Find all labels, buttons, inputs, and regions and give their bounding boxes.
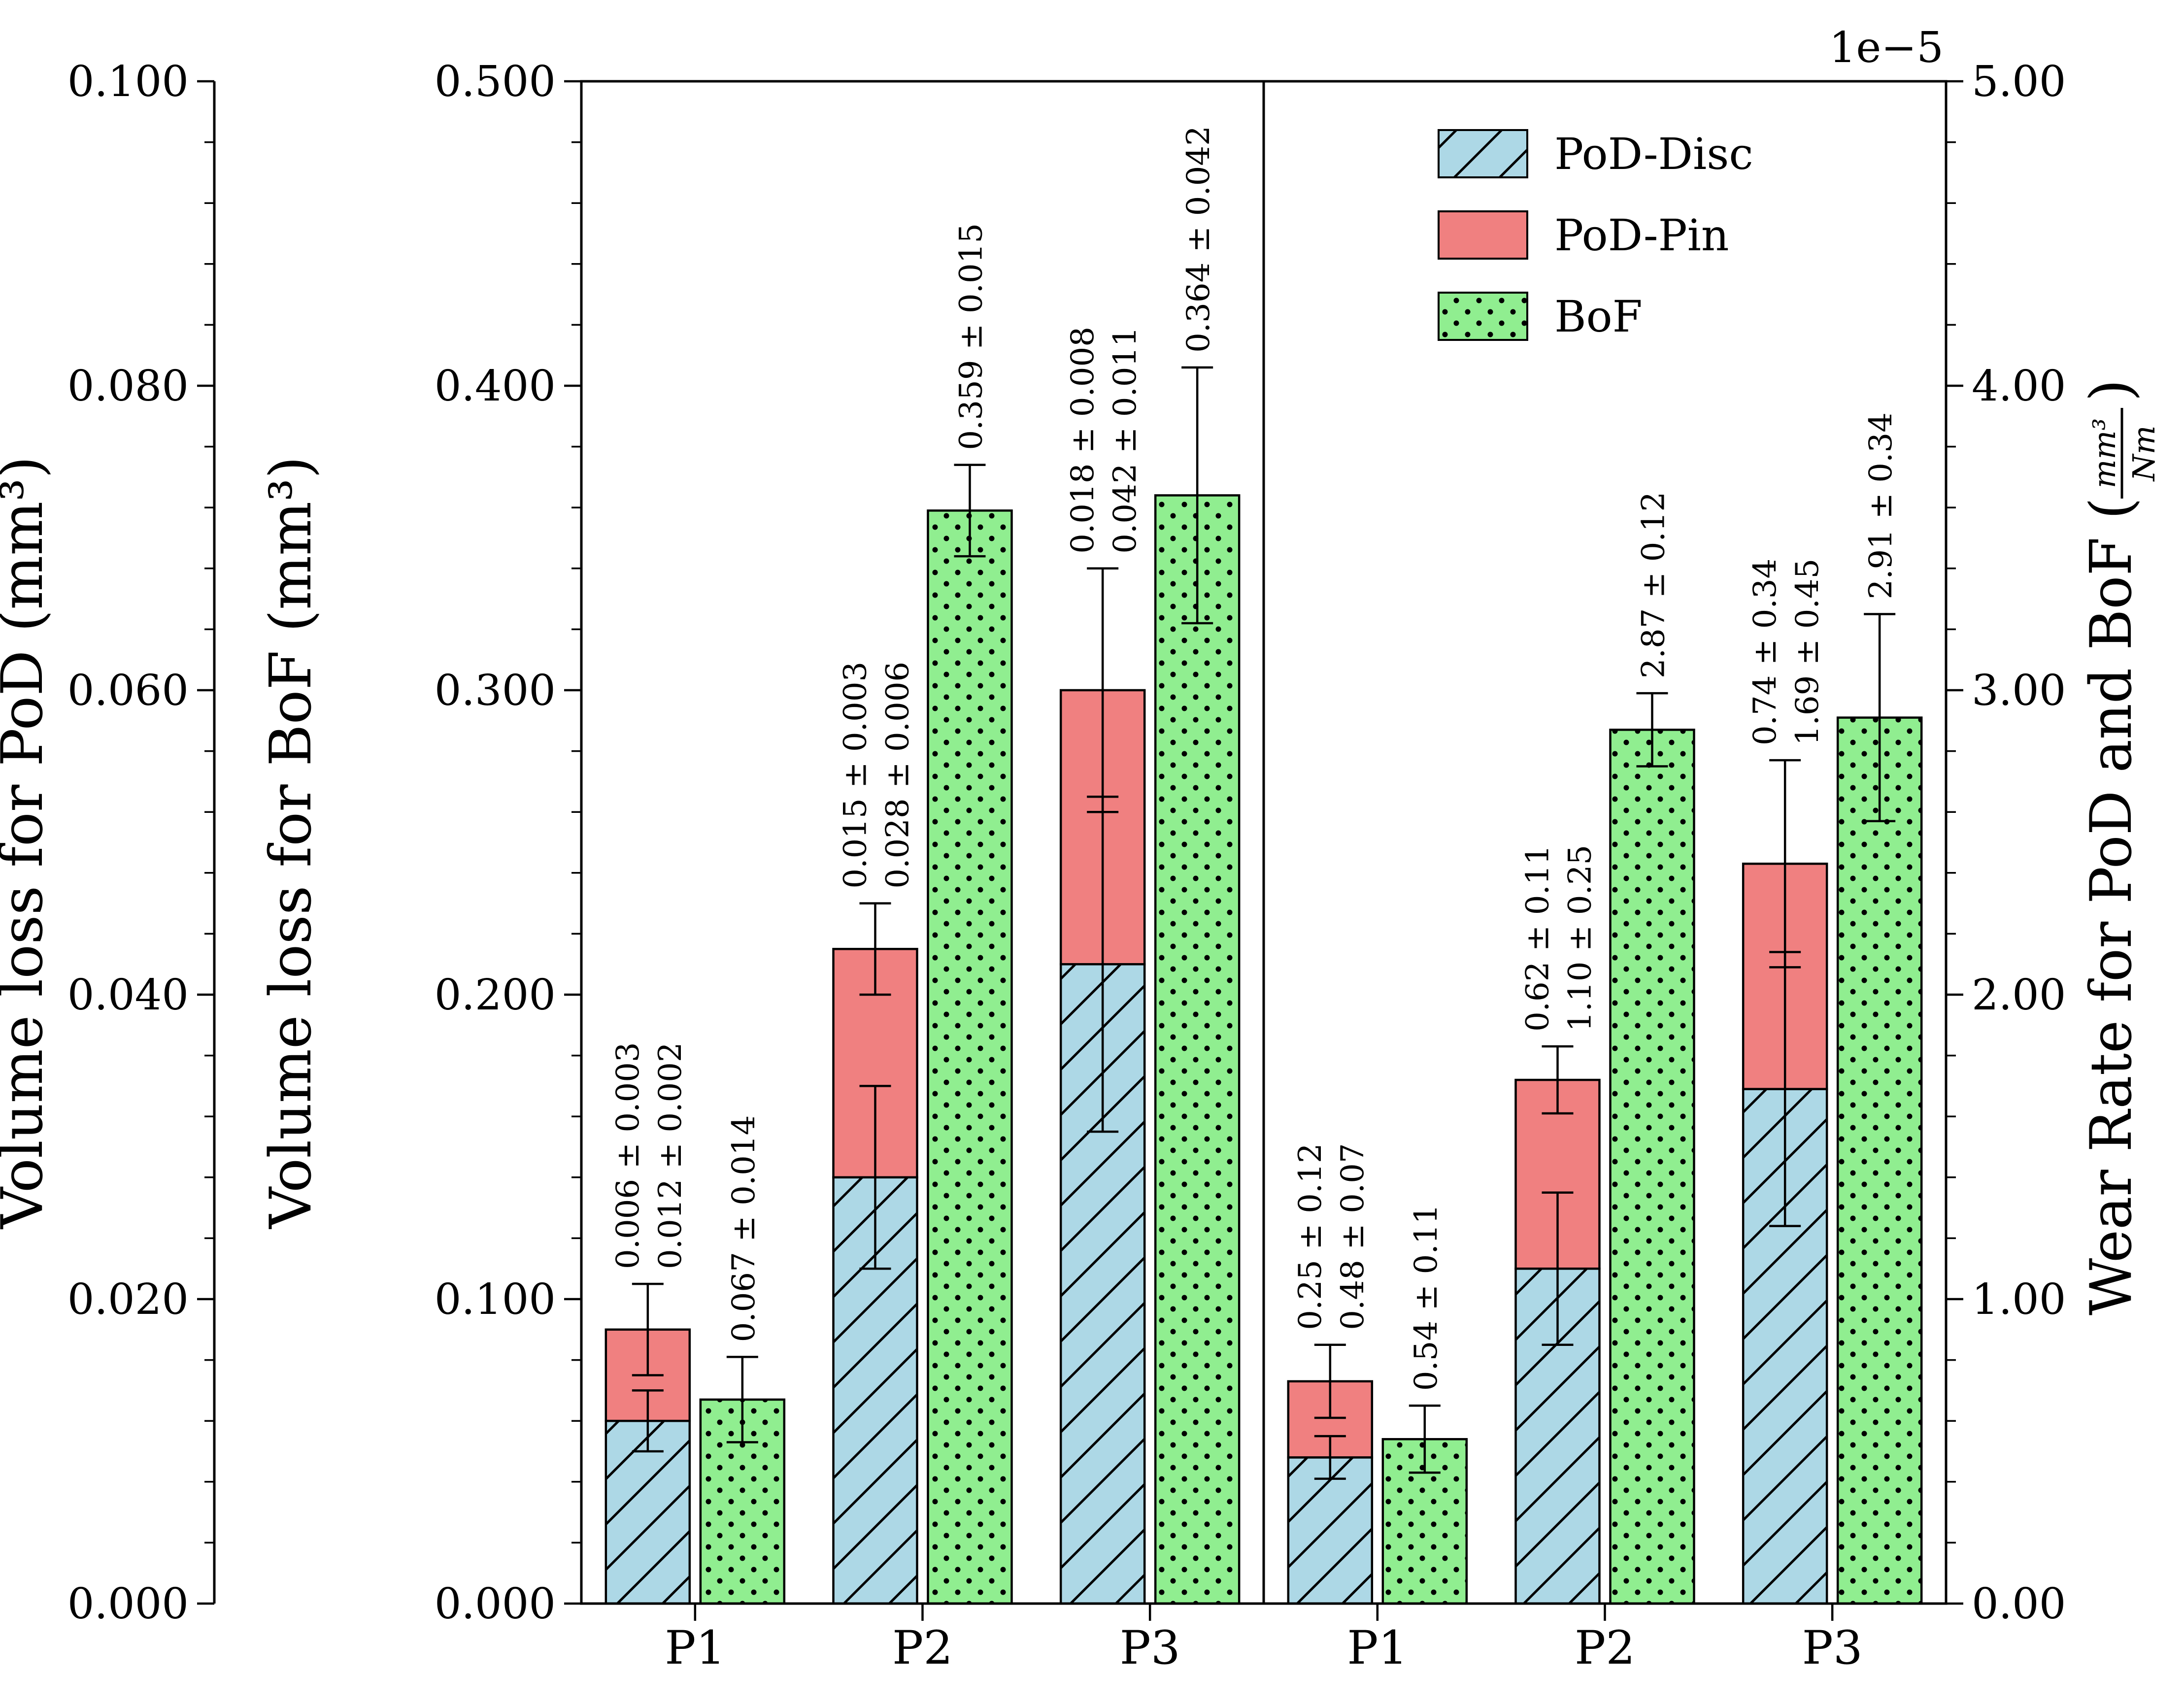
value-annotation: 1.10 ± 0.25 (1562, 845, 1599, 1032)
pod-tick-label: 0.100 (67, 57, 189, 106)
value-annotation: 0.006 ± 0.003 (610, 1042, 646, 1269)
value-annotation: 0.364 ± 0.042 (1180, 126, 1217, 353)
axis-offset-label: 1e−5 (1829, 23, 1944, 72)
value-annotation: 0.359 ± 0.015 (953, 223, 990, 450)
pod-tick-label: 0.020 (67, 1275, 189, 1324)
x-tick-label: P2 (892, 1621, 953, 1675)
annotations-layer: 0.006 ± 0.003 0.012 ± 0.002 0.067 ± 0.014 0… (610, 126, 1899, 1391)
legend-swatch-disc (1438, 129, 1528, 178)
value-annotation: 0.62 ± 0.11 (1520, 845, 1556, 1032)
value-annotation: 0.48 ± 0.07 (1335, 1143, 1371, 1330)
x-tick-label: P3 (1802, 1621, 1863, 1675)
bof-tick-label: 0.300 (435, 666, 556, 715)
legend-item-disc: PoD-Disc (1438, 129, 1753, 179)
legend-swatch-bof (1438, 292, 1528, 341)
pod-tick-label: 0.040 (67, 971, 189, 1020)
pod-axis-title: Volume loss for PoD (mm³) (0, 456, 56, 1230)
wear-tick-label: 0.00 (1972, 1579, 2066, 1629)
bars-layer (605, 494, 1923, 1605)
wear-tick-label: 3.00 (1972, 666, 2066, 715)
value-annotation: 0.015 ± 0.003 (838, 662, 874, 889)
wear-axis-title-frac-den: Nm (2126, 425, 2162, 482)
value-annotation: 0.042 ± 0.011 (1107, 327, 1143, 554)
value-annotation: 0.067 ± 0.014 (726, 1115, 762, 1342)
wear-axis-title-prefix: Wear Rate for PoD and BoF ( (2078, 498, 2145, 1315)
legend-label: PoD-Pin (1554, 210, 1729, 261)
bof-tick-label: 0.200 (435, 971, 556, 1020)
bof-tick-label: 0.500 (435, 57, 556, 106)
x-tick-label: P2 (1575, 1621, 1635, 1675)
bof-axis-title: Volume loss for BoF (mm³) (258, 456, 324, 1230)
wear-axis-title-frac-num: mm³ (2086, 418, 2122, 488)
legend: PoD-Disc PoD-Pin BoF (1438, 129, 1753, 342)
bar-pod-disc (1287, 1456, 1374, 1605)
legend-label: PoD-Disc (1554, 129, 1753, 179)
value-annotation: 0.018 ± 0.008 (1065, 327, 1101, 554)
value-annotation: 0.54 ± 0.11 (1408, 1204, 1445, 1391)
plot-area: 0.006 ± 0.003 0.012 ± 0.002 0.067 ± 0.014 0… (67, 57, 2066, 1675)
legend-item-pin: PoD-Pin (1438, 210, 1729, 261)
bar-bof (1154, 494, 1241, 1605)
bof-tick-label: 0.100 (435, 1275, 556, 1324)
axes-layer: P1 P2 P3 P1 P2 P3 0.000 0.100 0.200 0.300 0.400 0.5… (67, 57, 2066, 1675)
wear-axis-title: Wear Rate for PoD and BoF ( mm³ Nm ) (2078, 379, 2162, 1315)
x-tick-label: P1 (665, 1621, 725, 1675)
value-annotation: 1.69 ± 0.45 (1789, 559, 1826, 745)
pod-tick-label: 0.000 (67, 1579, 189, 1629)
bof-tick-label: 0.000 (435, 1579, 556, 1629)
wear-axis-title-suffix: ) (2078, 379, 2145, 402)
wear-tick-label: 4.00 (1972, 362, 2066, 411)
x-tick-label: P3 (1120, 1621, 1180, 1675)
value-annotation: 0.74 ± 0.34 (1747, 559, 1783, 745)
wear-tick-label: 5.00 (1972, 57, 2066, 106)
legend-label: BoF (1554, 291, 1643, 342)
value-annotation: 0.028 ± 0.006 (880, 662, 916, 889)
wear-tick-label: 1.00 (1972, 1275, 2066, 1324)
wear-tick-label: 2.00 (1972, 971, 2066, 1020)
value-annotation: 2.91 ± 0.34 (1863, 412, 1899, 599)
bar-bof (927, 509, 1013, 1605)
pod-tick-label: 0.080 (67, 362, 189, 411)
pod-tick-label: 0.060 (67, 666, 189, 715)
bar-bof (1836, 716, 1923, 1605)
bar-bof (1609, 729, 1695, 1605)
legend-item-bof: BoF (1438, 291, 1643, 342)
x-tick-label: P1 (1347, 1621, 1408, 1675)
value-annotation: 2.87 ± 0.12 (1636, 492, 1672, 678)
bof-tick-label: 0.400 (435, 362, 556, 411)
legend-swatch-pin (1438, 210, 1528, 260)
value-annotation: 0.25 ± 0.12 (1292, 1143, 1329, 1330)
errorbars-layer (632, 366, 1896, 1480)
value-annotation: 0.012 ± 0.002 (652, 1042, 689, 1269)
